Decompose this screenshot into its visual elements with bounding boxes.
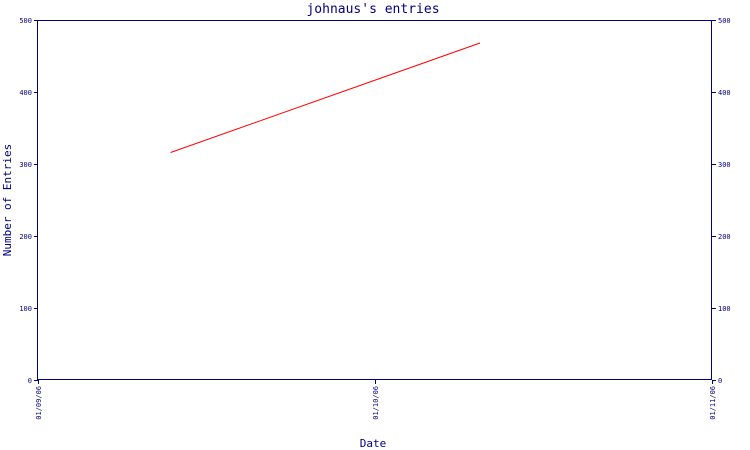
x-tick-label: 01/10/06 (372, 386, 380, 420)
y-tick-label-right: 100 (718, 305, 731, 313)
y-axis-label: Number of Entries (1, 144, 14, 257)
y-tick-label-right: 0 (718, 377, 722, 385)
chart-title: johnaus's entries (306, 2, 439, 17)
axis-ticks: 0 0 100 100 200 200 300 300 400 400 500 500 01/09/06… (19, 17, 730, 420)
series-line (170, 42, 481, 153)
y-tick-label-left: 500 (19, 17, 32, 25)
x-tick-label: 01/09/06 (35, 386, 43, 420)
y-tick-label-right: 500 (718, 17, 731, 25)
plot-area-frame (37, 20, 712, 380)
y-tick-label-left: 200 (19, 233, 32, 241)
y-tick-label-left: 300 (19, 161, 32, 169)
y-tick-label-right: 400 (718, 89, 731, 97)
y-tick-label-right: 300 (718, 161, 731, 169)
y-tick-label-left: 100 (19, 305, 32, 313)
y-tick-label-right: 200 (718, 233, 731, 241)
y-tick-label-left: 400 (19, 89, 32, 97)
y-tick-label-left: 0 (28, 377, 32, 385)
x-axis-label: Date (360, 437, 387, 450)
data-series (170, 42, 481, 153)
x-tick-label: 01/11/06 (709, 386, 717, 420)
